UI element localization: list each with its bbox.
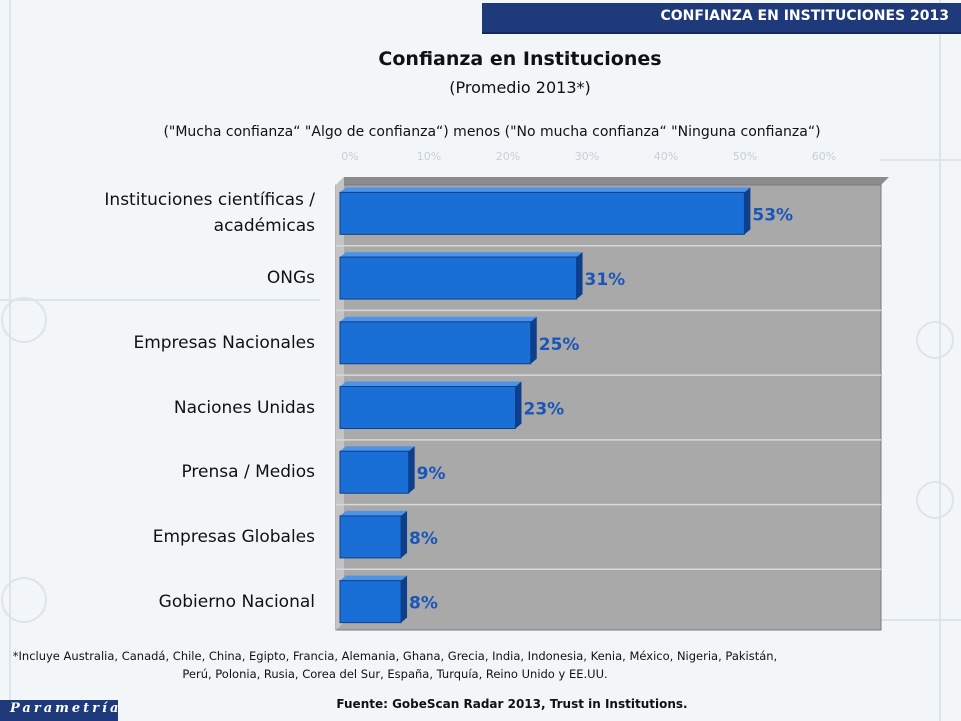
bar-value-label: 53% bbox=[752, 205, 793, 225]
header-banner: CONFIANZA EN INSTITUCIONES 2013 bbox=[482, 3, 961, 34]
bar-value-label: 31% bbox=[585, 270, 626, 290]
x-axis-ticks: 0% 10% 20% 30% 40% 50% 60% bbox=[0, 150, 961, 166]
bar-side bbox=[530, 316, 537, 364]
footnote: *Incluye Australia, Canadá, Chile, China… bbox=[0, 647, 790, 683]
footnote-line-1: *Incluye Australia, Canadá, Chile, China… bbox=[12, 649, 778, 663]
bar-side bbox=[515, 381, 522, 429]
bar-side bbox=[576, 252, 583, 300]
bar-top bbox=[340, 187, 751, 193]
bar-top bbox=[340, 446, 415, 452]
parametria-logo: Parametría bbox=[0, 700, 118, 721]
bar bbox=[339, 256, 578, 300]
bar-value-label: 9% bbox=[417, 464, 446, 484]
bar-top bbox=[340, 510, 408, 516]
chart-title: Confianza en Instituciones bbox=[378, 48, 662, 70]
logo-text: Parametría bbox=[10, 701, 122, 716]
chart-description: ("Mucha confianza“ "Algo de confianza“) … bbox=[163, 124, 821, 140]
category-label: Instituciones científicas / académicas bbox=[104, 190, 315, 237]
header-title: CONFIANZA EN INSTITUCIONES 2013 bbox=[660, 8, 949, 24]
bar-value-label: 8% bbox=[409, 529, 438, 549]
bar-top bbox=[340, 381, 522, 387]
category-label: Prensa / Medios bbox=[181, 462, 315, 483]
x-tick-label: 40% bbox=[653, 150, 679, 163]
category-label: Gobierno Nacional bbox=[158, 591, 315, 612]
x-tick-label: 0% bbox=[341, 150, 359, 163]
bar-top bbox=[340, 252, 583, 258]
bar bbox=[339, 191, 745, 235]
bar-top bbox=[340, 316, 537, 322]
chart-subtitle: (Promedio 2013*) bbox=[449, 78, 591, 97]
bar-side bbox=[401, 575, 408, 623]
x-tick-label: 50% bbox=[732, 150, 758, 163]
x-tick-label: 10% bbox=[416, 150, 442, 163]
x-tick-label: 30% bbox=[574, 150, 600, 163]
bar-value-label: 8% bbox=[409, 594, 438, 614]
x-tick-label: 60% bbox=[811, 150, 837, 163]
source-note: Fuente: GobeScan Radar 2013, Trust in In… bbox=[336, 697, 688, 711]
category-label: Naciones Unidas bbox=[173, 397, 315, 418]
bar-side bbox=[401, 510, 408, 558]
category-label: Empresas Nacionales bbox=[133, 332, 315, 353]
x-tick-label: 20% bbox=[495, 150, 521, 163]
bar bbox=[339, 321, 532, 365]
bar-side bbox=[744, 187, 751, 235]
bar bbox=[339, 515, 402, 559]
bar-top bbox=[340, 575, 408, 581]
bar-value-label: 23% bbox=[523, 400, 564, 420]
category-label: ONGs bbox=[266, 268, 315, 289]
bar bbox=[339, 580, 402, 624]
plot-top-edge bbox=[336, 177, 889, 185]
bar-side bbox=[408, 446, 415, 494]
footnote-line-2: Perú, Polonia, Rusia, Corea del Sur, Esp… bbox=[182, 667, 608, 681]
bar-value-label: 25% bbox=[539, 335, 580, 355]
bar bbox=[339, 450, 410, 494]
category-label: Empresas Globales bbox=[152, 526, 315, 547]
bar bbox=[339, 386, 516, 429]
